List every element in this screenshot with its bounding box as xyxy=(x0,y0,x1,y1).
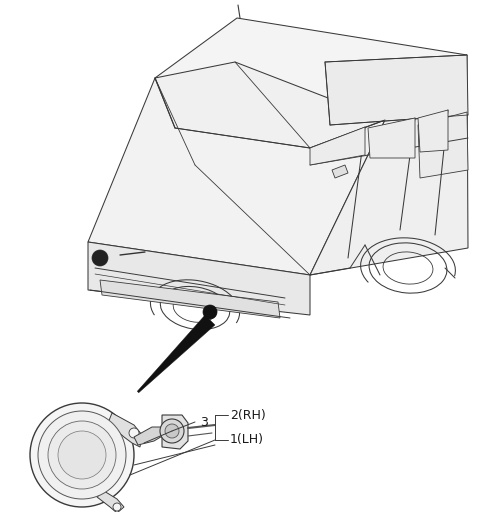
Polygon shape xyxy=(332,165,348,178)
Polygon shape xyxy=(162,415,188,449)
Polygon shape xyxy=(108,413,142,447)
Polygon shape xyxy=(418,110,448,152)
Circle shape xyxy=(129,428,139,438)
Circle shape xyxy=(58,431,106,479)
Circle shape xyxy=(113,503,121,511)
Circle shape xyxy=(160,419,184,443)
Circle shape xyxy=(30,403,134,507)
Text: 3: 3 xyxy=(200,416,208,429)
Polygon shape xyxy=(368,118,415,158)
Polygon shape xyxy=(418,112,468,178)
Circle shape xyxy=(203,305,217,319)
Polygon shape xyxy=(155,18,467,120)
Polygon shape xyxy=(134,427,164,445)
Text: 2(RH): 2(RH) xyxy=(230,409,266,421)
Polygon shape xyxy=(88,78,385,275)
Circle shape xyxy=(92,250,108,266)
Circle shape xyxy=(48,421,116,489)
Polygon shape xyxy=(137,315,215,393)
Polygon shape xyxy=(155,62,385,148)
Polygon shape xyxy=(100,280,280,318)
Circle shape xyxy=(38,411,126,499)
Polygon shape xyxy=(97,491,124,512)
Text: 1(LH): 1(LH) xyxy=(230,434,264,446)
Polygon shape xyxy=(325,55,468,125)
Circle shape xyxy=(165,424,179,438)
Polygon shape xyxy=(310,127,365,165)
Polygon shape xyxy=(310,55,468,275)
Polygon shape xyxy=(88,242,310,315)
